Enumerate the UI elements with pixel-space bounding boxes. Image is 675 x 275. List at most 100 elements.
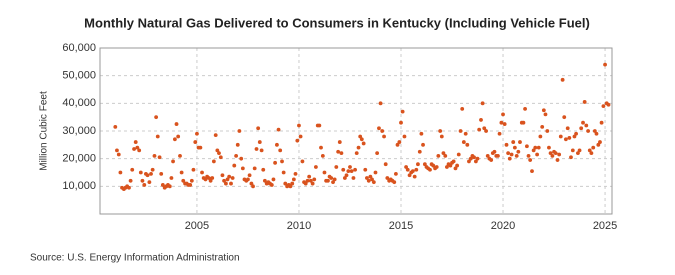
point — [582, 100, 587, 104]
point — [525, 144, 529, 149]
point — [569, 155, 573, 160]
point — [275, 142, 279, 147]
point — [565, 126, 570, 131]
point — [342, 176, 347, 180]
y-axis-label: Million Cubic Feet — [39, 91, 50, 171]
point — [596, 142, 601, 147]
point — [514, 154, 519, 158]
point — [128, 178, 133, 183]
point — [365, 176, 369, 180]
point — [506, 151, 511, 156]
point — [326, 178, 330, 183]
source-note: Source: U.S. Energy Information Administ… — [30, 253, 240, 264]
point — [145, 173, 150, 178]
point — [247, 173, 252, 178]
point — [548, 151, 553, 156]
point — [577, 148, 582, 153]
grid — [100, 47, 612, 214]
point — [431, 163, 436, 168]
point — [541, 108, 546, 113]
point — [484, 129, 488, 133]
point — [438, 129, 443, 133]
point — [439, 134, 444, 139]
point — [150, 167, 155, 172]
point — [550, 154, 555, 158]
point — [295, 138, 300, 143]
point — [410, 169, 415, 174]
y-tick-label: 50,000 — [62, 70, 96, 82]
point — [574, 131, 578, 136]
point — [405, 167, 410, 172]
point — [303, 181, 308, 186]
x-tick-label: 2025 — [593, 220, 617, 232]
point — [455, 163, 460, 168]
point — [308, 178, 313, 183]
point — [461, 140, 466, 144]
point — [227, 174, 232, 179]
point — [252, 166, 257, 171]
point — [501, 112, 505, 117]
point — [361, 141, 366, 146]
x-tick-label: 2020 — [491, 220, 515, 232]
point — [149, 171, 153, 176]
point — [127, 185, 131, 190]
point — [341, 167, 346, 172]
point — [547, 145, 551, 150]
point — [329, 176, 334, 180]
point — [157, 155, 162, 160]
point — [421, 142, 425, 147]
point — [237, 129, 242, 133]
point — [349, 169, 354, 174]
point — [235, 142, 240, 147]
point — [606, 102, 611, 107]
point — [259, 148, 264, 153]
point — [467, 159, 471, 164]
point — [172, 137, 177, 142]
point — [257, 140, 262, 144]
point — [589, 151, 594, 156]
point — [298, 134, 303, 139]
point — [521, 120, 526, 125]
point — [371, 180, 376, 185]
point — [358, 134, 363, 139]
point — [456, 152, 461, 157]
point — [535, 152, 540, 157]
point — [337, 140, 342, 144]
point — [113, 124, 118, 129]
point — [169, 176, 174, 180]
point — [208, 178, 213, 183]
point — [344, 173, 349, 178]
point — [137, 148, 142, 153]
point — [290, 181, 295, 186]
point — [155, 134, 160, 139]
point — [363, 167, 368, 172]
point — [240, 166, 245, 171]
point — [570, 148, 575, 153]
point — [417, 149, 422, 154]
point — [178, 154, 182, 158]
point — [385, 176, 390, 180]
plot-frame — [99, 47, 613, 215]
point — [380, 129, 385, 133]
point — [353, 167, 357, 172]
y-tick-label: 40,000 — [62, 97, 96, 109]
point — [400, 109, 405, 114]
point — [174, 122, 179, 126]
point — [220, 173, 225, 178]
point — [211, 159, 216, 164]
point — [130, 167, 135, 172]
x-tick-label: 2015 — [389, 220, 413, 232]
point — [465, 142, 470, 147]
point — [307, 174, 312, 179]
point — [468, 156, 473, 161]
point — [351, 176, 356, 180]
point — [445, 165, 449, 169]
point — [210, 176, 215, 180]
point — [132, 147, 136, 151]
point — [348, 165, 352, 169]
point — [154, 115, 159, 120]
point — [475, 156, 480, 161]
point — [281, 170, 286, 175]
point — [133, 140, 138, 144]
point — [558, 134, 563, 139]
